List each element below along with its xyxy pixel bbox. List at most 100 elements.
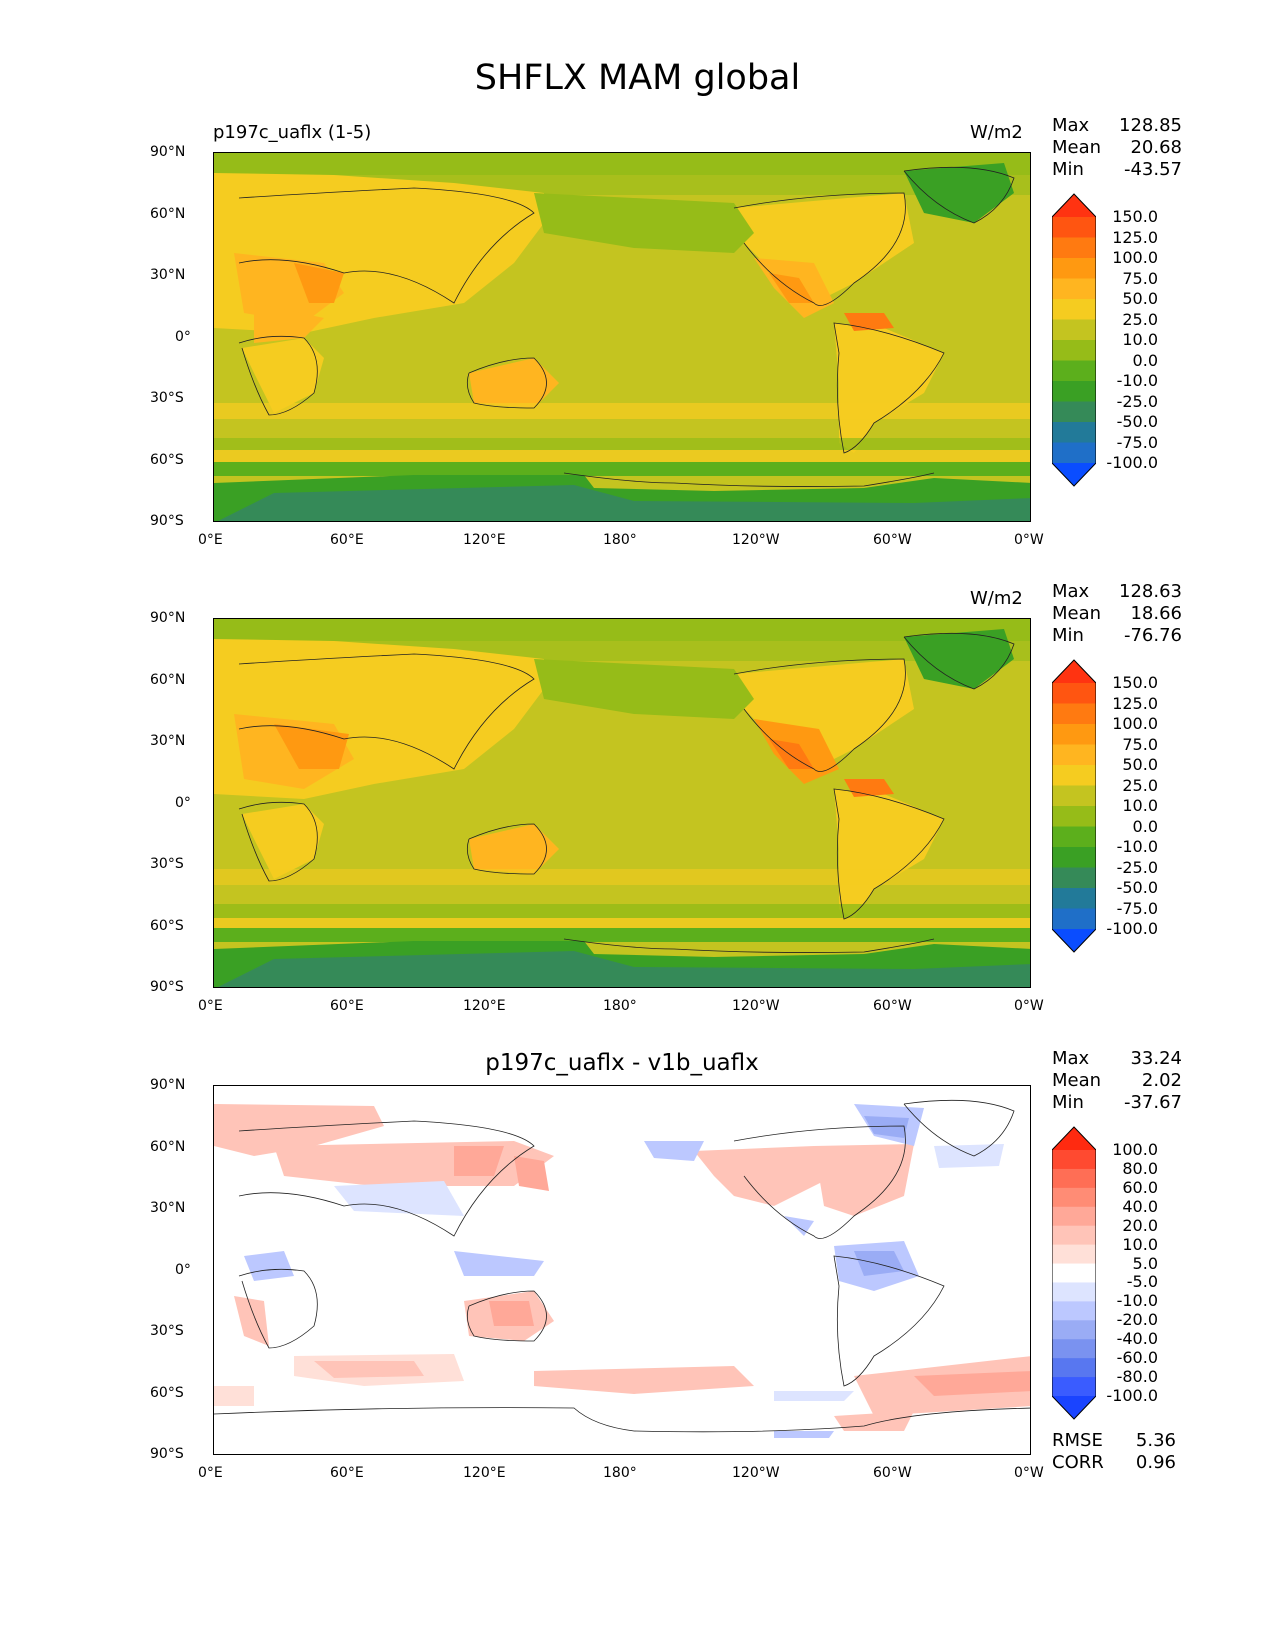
p1-lat-tick-0: 0° — [175, 329, 191, 345]
colorbar-tick-label: -50.0 — [1116, 878, 1158, 897]
stat-max-label: Max — [1052, 1048, 1090, 1069]
colorbar-tick-label: 10.0 — [1122, 330, 1158, 349]
colorbar-tick-label: -25.0 — [1116, 391, 1158, 411]
p2-lat-tick-30n: 30°N — [150, 733, 186, 749]
p2-lon-tick-60e: 60°E — [330, 998, 364, 1014]
p1-lon-tick-60e: 60°E — [330, 532, 364, 548]
stat-mean-label: Mean — [1052, 137, 1102, 158]
colorbar-swatch — [1052, 258, 1096, 279]
colorbar-extend-max — [1052, 194, 1096, 217]
panel-1-title: p197c_uaflx (1-5) — [213, 122, 372, 143]
p3-lon-tick-180: 180° — [603, 1465, 637, 1481]
stat-mean-value: 18.66 — [1130, 603, 1182, 624]
stat-mean-value: 2.02 — [1141, 1070, 1182, 1091]
colorbar-tick-label: 75.0 — [1122, 268, 1158, 288]
colorbar-tick-label: -100.0 — [1106, 453, 1158, 472]
colorbar-swatch — [1052, 1150, 1096, 1170]
panel-2-stats: Max 128.63 Mean 18.66 Min -76.76 — [1052, 581, 1182, 647]
colorbar-swatch — [1052, 1377, 1096, 1397]
p1-lon-tick-120w: 120°W — [732, 532, 780, 548]
p3-lat-tick-0: 0° — [175, 1262, 191, 1278]
colorbar-swatch — [1052, 1206, 1096, 1227]
p3-lat-tick-90s: 90°S — [150, 1446, 184, 1462]
colorbar-tick-label: -40.0 — [1116, 1329, 1158, 1349]
colorbar-swatches — [1052, 659, 1096, 953]
colorbar-swatch — [1052, 888, 1096, 909]
colorbar-tick-label: 150.0 — [1112, 207, 1158, 226]
stat-max-value: 33.24 — [1130, 1048, 1182, 1069]
colorbar-swatch — [1052, 1168, 1096, 1189]
colorbar-tick-label: 150.0 — [1112, 673, 1158, 692]
stat-max-value: 128.85 — [1119, 115, 1182, 136]
colorbar-swatches — [1052, 193, 1096, 487]
colorbar-swatch — [1052, 1301, 1096, 1321]
colorbar-tick-label: 0.0 — [1132, 816, 1158, 836]
colorbar-tick-label: -50.0 — [1116, 412, 1158, 431]
p3-lon-tick-120e: 120°E — [463, 1465, 506, 1481]
p1-lat-tick-30s: 30°S — [150, 390, 184, 406]
colorbar-tick-label: 100.0 — [1112, 1140, 1158, 1159]
colorbar-swatch — [1052, 867, 1096, 889]
stat-min-value: -43.57 — [1123, 159, 1182, 180]
stat-max-label: Max — [1052, 581, 1090, 602]
colorbar-swatch — [1052, 1244, 1096, 1265]
p1-lon-tick-0e: 0°E — [198, 532, 223, 548]
p1-lon-tick-0w: 0°W — [1014, 532, 1044, 548]
colorbar-swatch — [1052, 217, 1096, 238]
p2-lon-tick-60w: 60°W — [873, 998, 912, 1014]
stat-max-label: Max — [1052, 115, 1090, 136]
p2-lat-tick-60s: 60°S — [150, 918, 184, 934]
corr-label: CORR — [1052, 1452, 1104, 1473]
colorbar-swatch — [1052, 401, 1096, 423]
colorbar-swatch — [1052, 237, 1096, 259]
stat-min-label: Min — [1052, 1092, 1084, 1113]
p3-lon-tick-60w: 60°W — [873, 1465, 912, 1481]
panel-1-map — [213, 152, 1031, 522]
panel-1-field — [214, 153, 1030, 521]
colorbar-tick-label: -10.0 — [1116, 837, 1158, 856]
p2-lon-tick-120e: 120°E — [463, 998, 506, 1014]
stat-min-label: Min — [1052, 625, 1084, 646]
colorbar-tick-label: 125.0 — [1112, 693, 1158, 713]
colorbar-tick-label: -60.0 — [1116, 1348, 1158, 1368]
panel-3-field — [214, 1086, 1030, 1454]
p2-lat-tick-60n: 60°N — [150, 672, 186, 688]
p2-lat-tick-90n: 90°N — [150, 610, 186, 626]
colorbar-extend-max — [1052, 1127, 1096, 1150]
colorbar-tick-label: 50.0 — [1122, 289, 1158, 308]
stat-min-label: Min — [1052, 159, 1084, 180]
colorbar-swatch — [1052, 847, 1096, 868]
colorbar-extend-min — [1052, 929, 1096, 952]
p1-lat-tick-30n: 30°N — [150, 267, 186, 283]
colorbar-tick-label: 5.0 — [1132, 1253, 1158, 1273]
p3-lat-tick-30n: 30°N — [150, 1200, 186, 1216]
p3-lon-tick-120w: 120°W — [732, 1465, 780, 1481]
colorbar-tick-label: -75.0 — [1116, 432, 1158, 452]
colorbar-swatch — [1052, 381, 1096, 402]
panel-2-field — [214, 619, 1030, 987]
colorbar-outline — [1052, 1126, 1096, 1420]
colorbar-swatch — [1052, 299, 1096, 320]
corr-value: 0.96 — [1135, 1452, 1176, 1473]
panel-1-units: W/m2 — [970, 122, 1023, 143]
panel-3-map — [213, 1085, 1031, 1455]
colorbar-swatch — [1052, 340, 1096, 361]
colorbar-tick-label: 80.0 — [1122, 1158, 1158, 1178]
panel-2-colorbar — [1052, 659, 1096, 953]
colorbar-tick-label: 50.0 — [1122, 755, 1158, 774]
p1-lon-tick-180: 180° — [603, 532, 637, 548]
colorbar-tick-label: -10.0 — [1116, 1291, 1158, 1311]
p1-lon-tick-60w: 60°W — [873, 532, 912, 548]
colorbar-outline — [1052, 659, 1096, 953]
colorbar-tick-label: -75.0 — [1116, 898, 1158, 918]
colorbar-swatch — [1052, 826, 1096, 848]
p2-lon-tick-180: 180° — [603, 998, 637, 1014]
colorbar-tick-label: 100.0 — [1112, 248, 1158, 267]
panel-3-stats: Max 33.24 Mean 2.02 Min -37.67 — [1052, 1048, 1182, 1114]
colorbar-tick-label: -100.0 — [1106, 919, 1158, 938]
p2-lat-tick-30s: 30°S — [150, 856, 184, 872]
panel-2-map — [213, 618, 1031, 988]
p2-lat-tick-0: 0° — [175, 795, 191, 811]
colorbar-swatch — [1052, 422, 1096, 443]
colorbar-tick-label: -80.0 — [1116, 1367, 1158, 1387]
